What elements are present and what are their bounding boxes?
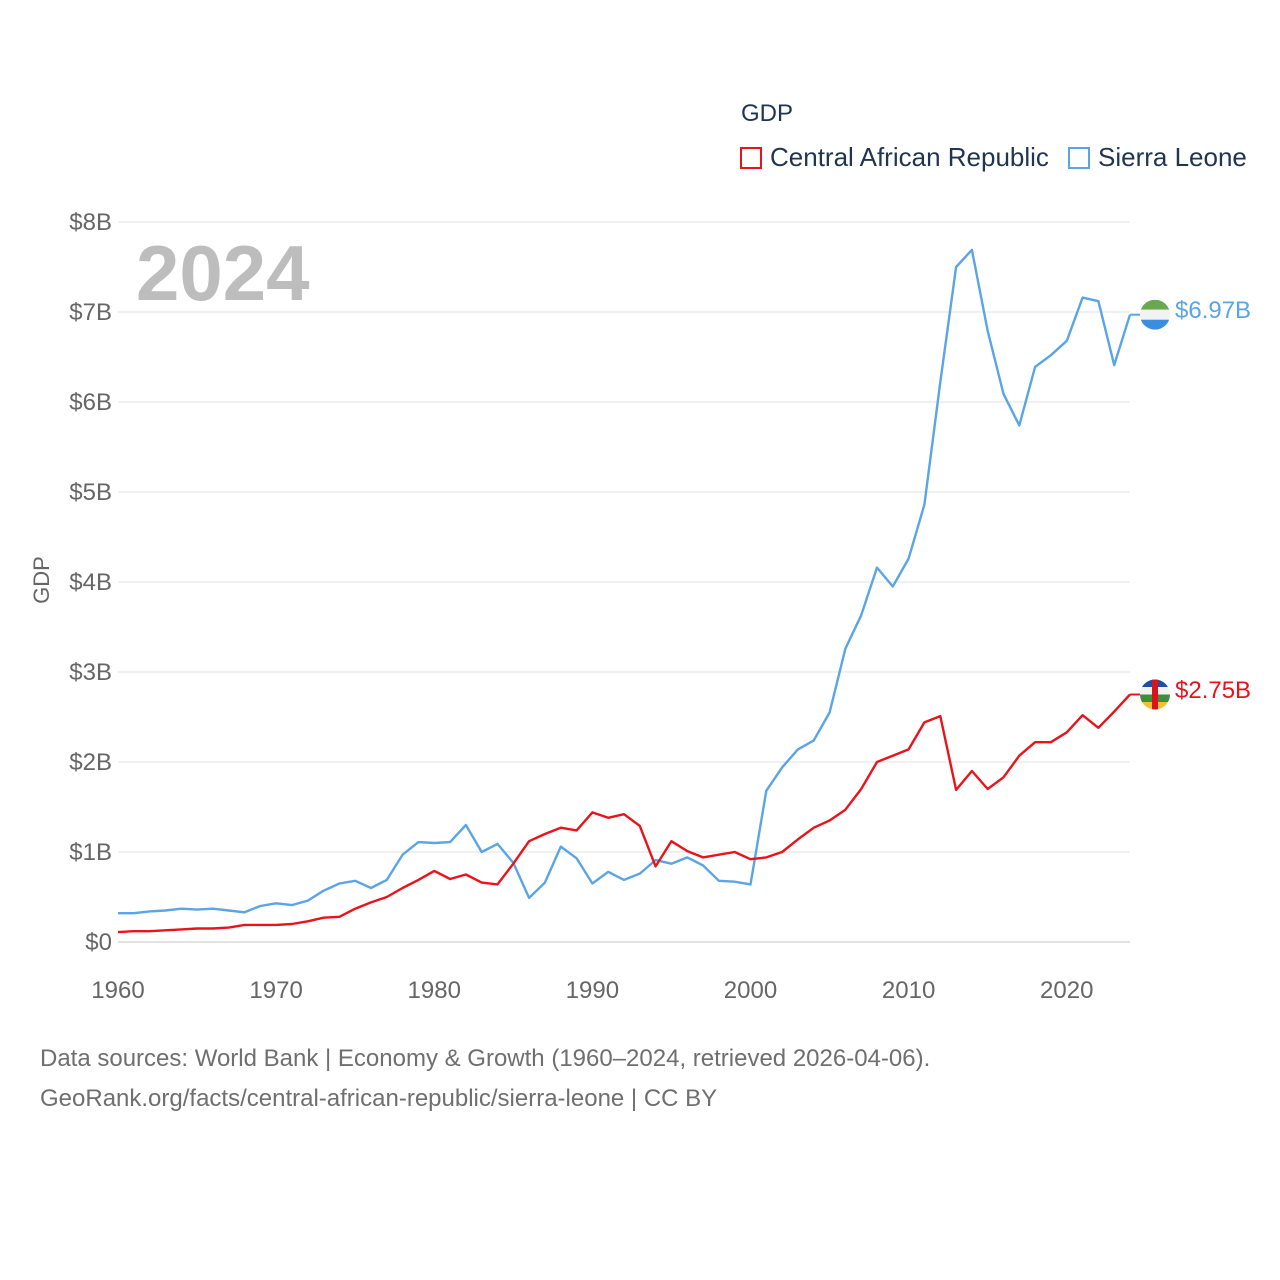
legend-label: Sierra Leone: [1098, 142, 1247, 172]
footer-attribution[interactable]: GeoRank.org/facts/central-african-republ…: [40, 1085, 718, 1112]
legend-swatch-red: [740, 146, 762, 169]
x-tick-label: 1990: [566, 977, 619, 1004]
legend-swatch-blue: [1068, 146, 1090, 169]
y-tick-label: $8B: [69, 209, 112, 236]
x-tick-label: 2010: [882, 977, 935, 1004]
y-tick-label: $1B: [69, 839, 112, 866]
y-tick-label: $7B: [69, 299, 112, 326]
end-value-central-african-republic: $2.75B: [1175, 677, 1252, 704]
series-line-central-african-republic: [117, 693, 1131, 934]
x-tick-label: 2000: [724, 977, 777, 1004]
x-tick-label: 2020: [1040, 977, 1093, 1004]
legend-title: GDP: [741, 100, 794, 127]
x-tick-label: 1960: [91, 977, 144, 1004]
legend-item-central-african-republic[interactable]: Central African Republic: [740, 142, 1049, 173]
central-african-republic-flag-icon: [1140, 679, 1170, 710]
x-tick-label: 1970: [249, 977, 302, 1004]
sierra-leone-flag-icon: [1140, 299, 1170, 330]
end-value-sierra-leone: $6.97B: [1175, 297, 1252, 324]
legend-label: Central African Republic: [770, 142, 1049, 172]
y-tick-label: $5B: [69, 479, 112, 506]
x-tick-label: 1980: [408, 977, 461, 1004]
year-label: 2024: [136, 229, 310, 317]
y-tick-label: $0: [85, 929, 112, 956]
y-axis-label: GDP: [29, 556, 54, 604]
footer-sources: Data sources: World Bank | Economy & Gro…: [40, 1045, 931, 1072]
y-tick-label: $2B: [69, 749, 112, 776]
y-tick-label: $4B: [69, 569, 112, 596]
y-tick-label: $3B: [69, 659, 112, 686]
y-tick-label: $6B: [69, 389, 112, 416]
legend-item-sierra-leone[interactable]: Sierra Leone: [1068, 142, 1247, 173]
series-line-sierra-leone: [118, 248, 1132, 915]
